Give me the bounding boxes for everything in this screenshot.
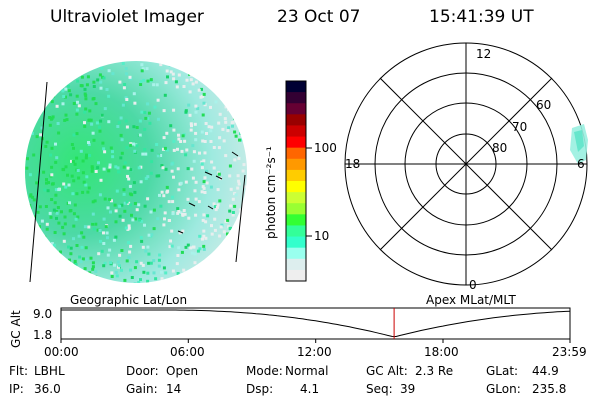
glon-label: GLon: — [486, 382, 521, 396]
colorbar-cell — [286, 225, 306, 238]
altitude-curve — [61, 309, 571, 338]
colorbar-cell — [286, 258, 306, 271]
alt-plot-ytick-low: 1.8 — [33, 328, 53, 342]
colorbar-cell — [286, 103, 306, 115]
colorbar-cell — [286, 169, 306, 182]
colorbar-cell — [286, 147, 306, 160]
mode-label: Mode: — [246, 364, 283, 378]
door-label: Door: — [126, 364, 159, 378]
instrument-title: Ultraviolet Imager — [50, 7, 204, 27]
observation-date: 23 Oct 07 — [277, 7, 361, 27]
colorbar-tick-10: 10 — [314, 229, 330, 243]
colorbar-cell — [286, 192, 306, 204]
seq-value: 39 — [400, 382, 416, 396]
dsp-value: 4.1 — [300, 382, 320, 396]
time-tick-0000: 00:00 — [44, 345, 79, 359]
colorbar-tick-100: 100 — [314, 141, 337, 155]
colorbar-cell — [286, 125, 306, 138]
colorbar-cell — [286, 236, 306, 249]
mlt-label-6: 6 — [577, 157, 585, 171]
gc-alt-value: 2.3 Re — [415, 364, 454, 378]
alt-plot-left-label: Geographic Lat/Lon — [70, 293, 188, 307]
mlt-label-0: 0 — [469, 278, 477, 292]
seq-label: Seq: — [366, 382, 393, 396]
colorbar-cell — [286, 136, 306, 149]
colorbar-cell — [286, 92, 306, 104]
glon-value: 235.8 — [532, 382, 567, 396]
alt-plot-right-label: Apex MLat/MLT — [426, 293, 516, 307]
mlat-label-80: 80 — [492, 141, 508, 155]
colorbar-cell — [286, 114, 306, 126]
uv-globe-image — [25, 61, 247, 283]
altitude-plot — [60, 307, 571, 343]
mlt-label-18: 18 — [345, 157, 361, 171]
colorbar-cell — [286, 181, 306, 193]
mlat-label-70: 70 — [512, 120, 528, 134]
gain-value: 14 — [166, 382, 182, 396]
colorbar-cell — [286, 214, 306, 226]
time-tick-0600: 06:00 — [170, 345, 205, 359]
colorbar-cell — [286, 81, 306, 93]
terminator-line-left — [29, 81, 48, 283]
terminator-line-right — [235, 174, 246, 263]
glat-label: GLat: — [486, 364, 519, 378]
colorbar-cell — [286, 247, 306, 260]
colorbar-cell — [286, 203, 306, 215]
time-tick-1200: 12:00 — [297, 345, 332, 359]
filter-label: Flt: — [9, 364, 28, 378]
colorbar-cell — [286, 158, 306, 171]
filter-value: LBHL — [34, 364, 65, 378]
door-value: Open — [166, 364, 199, 378]
observation-time: 15:41:39 UT — [429, 7, 534, 27]
dsp-label: Dsp: — [246, 382, 274, 396]
gain-label: Gain: — [126, 382, 158, 396]
time-tick-1800: 18:00 — [424, 345, 459, 359]
ip-label: IP: — [9, 382, 24, 396]
time-tick-2359: 23:59 — [552, 345, 587, 359]
colorbar-cell — [286, 269, 306, 282]
mode-value: Normal — [285, 364, 329, 378]
colorbar — [285, 80, 312, 282]
gc-alt-label: GC Alt: — [366, 364, 408, 378]
mlt-label-12: 12 — [476, 47, 492, 61]
mlat-label-60: 60 — [536, 98, 552, 112]
polar-grid — [344, 42, 588, 286]
ip-value: 36.0 — [34, 382, 61, 396]
alt-plot-ytick-high: 9.0 — [33, 307, 53, 321]
glat-value: 44.9 — [532, 364, 559, 378]
